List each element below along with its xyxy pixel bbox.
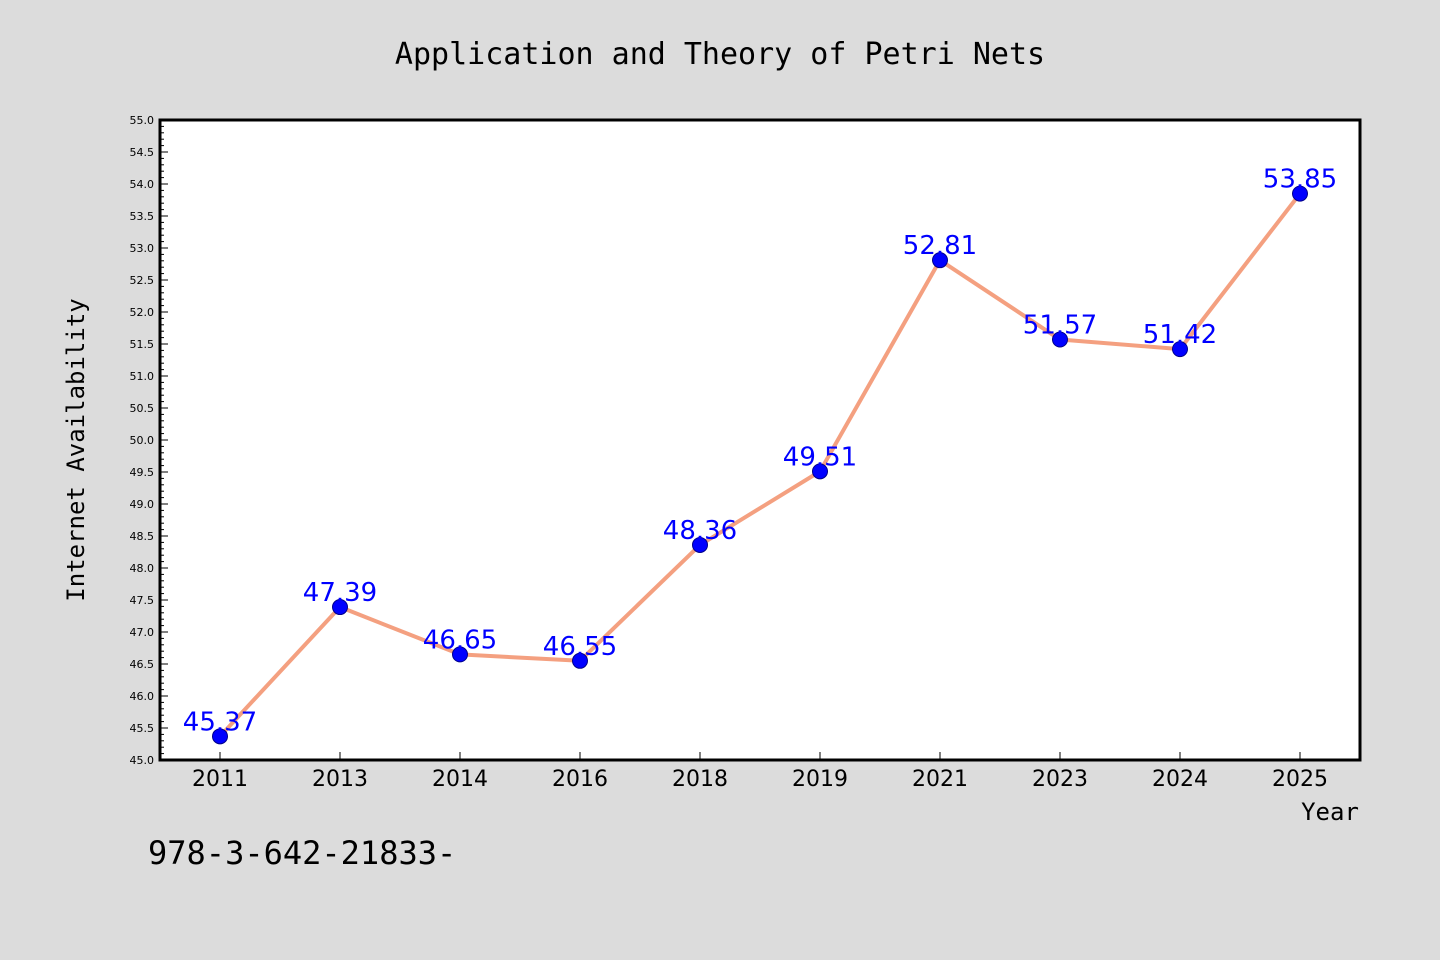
y-tick-label: 47.0 bbox=[130, 626, 155, 639]
footer-text: 978-3-642-21833- bbox=[148, 834, 456, 872]
chart-title: Application and Theory of Petri Nets bbox=[395, 37, 1045, 72]
data-point bbox=[1052, 331, 1068, 348]
data-point bbox=[932, 252, 948, 269]
data-label: 53.85 bbox=[1263, 165, 1337, 195]
y-tick-label: 55.0 bbox=[130, 114, 155, 127]
y-tick-label: 53.0 bbox=[130, 242, 155, 255]
data-point bbox=[692, 536, 708, 553]
y-tick-label: 51.5 bbox=[130, 338, 155, 351]
x-tick-label: 2018 bbox=[672, 767, 728, 792]
x-tick-label: 2019 bbox=[792, 767, 848, 792]
y-tick-label: 46.5 bbox=[130, 658, 155, 671]
x-tick-label: 2014 bbox=[432, 767, 488, 792]
y-tick-label: 54.5 bbox=[130, 146, 155, 159]
plot-area bbox=[158, 118, 1362, 762]
y-tick-label: 48.0 bbox=[130, 562, 155, 575]
data-label: 49.51 bbox=[783, 442, 857, 472]
x-tick-label: 2016 bbox=[552, 767, 608, 792]
data-label: 47.39 bbox=[303, 578, 377, 608]
x-axis: 2011 2013 2014 2016 2018 2019 2021 2023 2024 2025 bbox=[192, 752, 1328, 792]
data-label: 51.42 bbox=[1143, 320, 1217, 350]
y-axis-label: Internet Availability bbox=[62, 298, 90, 601]
y-tick-label: 50.5 bbox=[130, 402, 155, 415]
y-tick-label: 49.5 bbox=[130, 466, 155, 479]
data-labels-layer: 45.37 47.39 46.65 46.55 48.36 49.51 52.81 51.57… bbox=[183, 165, 1337, 738]
x-tick-label: 2021 bbox=[912, 767, 968, 792]
y-tick-label: 45.0 bbox=[130, 754, 155, 767]
x-tick-label: 2025 bbox=[1272, 767, 1328, 792]
y-axis: 45.0 45.5 46.0 46.5 47.0 47.5 48.0 48.5 49.0 49.5… bbox=[130, 114, 168, 767]
y-tick-label: 47.5 bbox=[130, 594, 155, 607]
data-label: 45.37 bbox=[183, 707, 257, 737]
x-tick-label: 2024 bbox=[1152, 767, 1208, 792]
x-tick-label: 2013 bbox=[312, 767, 368, 792]
series-layer bbox=[212, 185, 1308, 745]
data-point bbox=[212, 728, 228, 745]
data-label: 51.57 bbox=[1023, 311, 1097, 341]
data-point bbox=[452, 646, 468, 663]
y-tick-label: 49.0 bbox=[130, 498, 155, 511]
data-label: 46.65 bbox=[423, 625, 497, 655]
y-tick-label: 48.5 bbox=[130, 530, 155, 543]
x-tick-label: 2011 bbox=[192, 767, 248, 792]
y-tick-label: 53.5 bbox=[130, 210, 155, 223]
data-point bbox=[1292, 185, 1308, 202]
data-point bbox=[572, 652, 588, 669]
x-tick-label: 2023 bbox=[1032, 767, 1088, 792]
data-label: 52.81 bbox=[903, 231, 977, 261]
x-axis-label: Year bbox=[1301, 798, 1359, 826]
data-point bbox=[1172, 341, 1188, 358]
y-tick-label: 54.0 bbox=[130, 178, 155, 191]
data-point bbox=[332, 599, 348, 616]
series-line bbox=[218, 192, 1302, 738]
data-label: 48.36 bbox=[663, 516, 737, 546]
y-tick-label: 50.0 bbox=[130, 434, 155, 447]
y-tick-label: 51.0 bbox=[130, 370, 155, 383]
data-point bbox=[812, 463, 828, 480]
y-tick-label: 52.5 bbox=[130, 274, 155, 287]
data-label: 46.55 bbox=[543, 632, 617, 662]
y-tick-label: 52.0 bbox=[130, 306, 155, 319]
y-tick-label: 46.0 bbox=[130, 690, 155, 703]
y-tick-label: 45.5 bbox=[130, 722, 155, 735]
